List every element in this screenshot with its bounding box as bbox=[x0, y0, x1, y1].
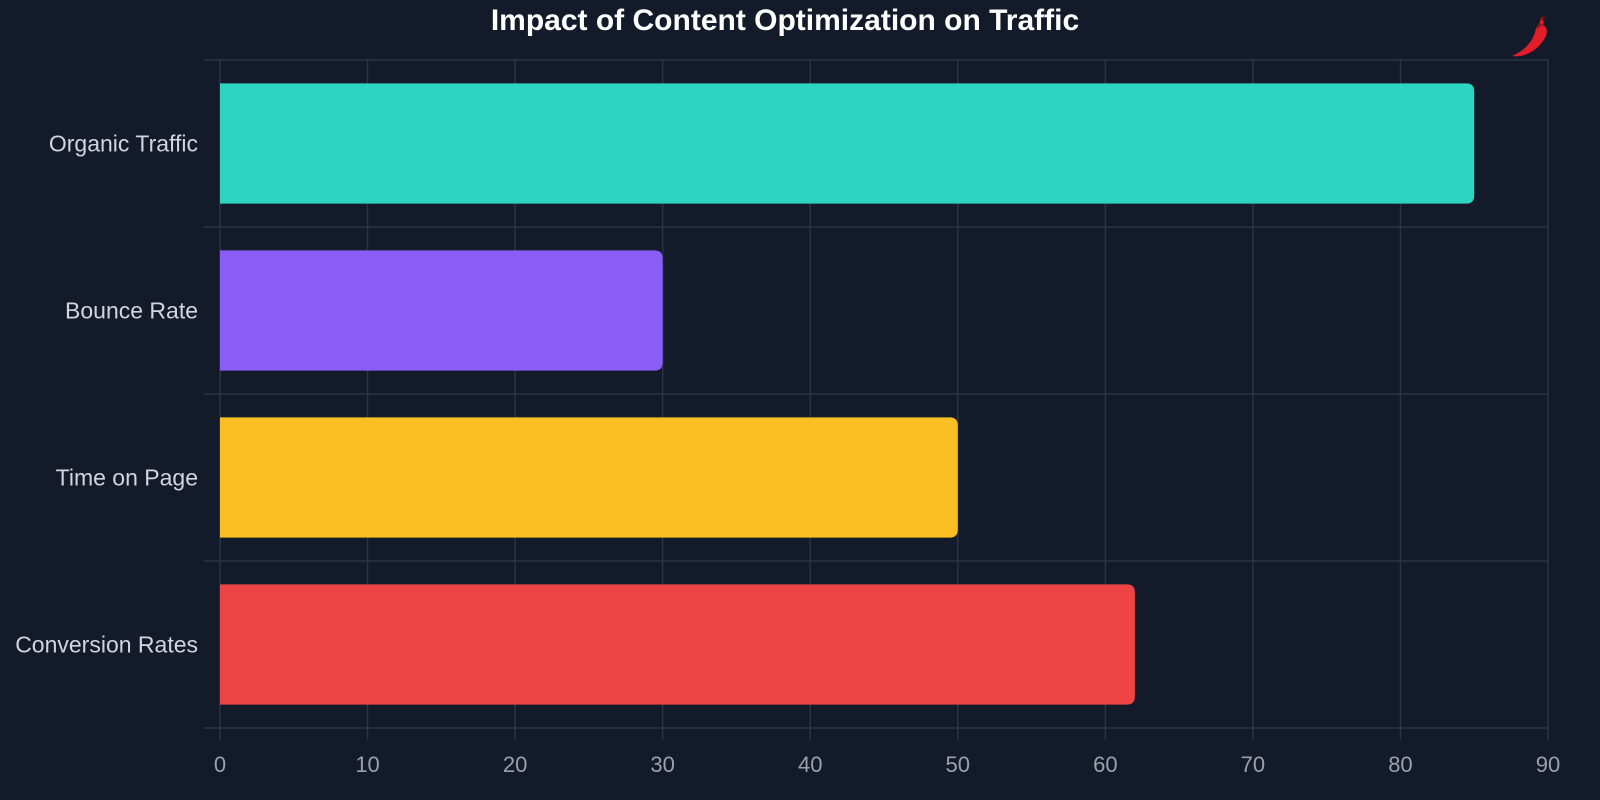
x-tick-label: 20 bbox=[503, 752, 527, 777]
x-tick-label: 30 bbox=[650, 752, 674, 777]
x-tick-label: 40 bbox=[798, 752, 822, 777]
chart-title: Impact of Content Optimization on Traffi… bbox=[491, 4, 1079, 37]
category-label: Organic Traffic bbox=[49, 131, 198, 157]
x-tick-label: 70 bbox=[1241, 752, 1265, 777]
x-tick-label: 60 bbox=[1093, 752, 1117, 777]
category-labels: Organic Traffic Bounce Rate Time on Page Co… bbox=[15, 131, 198, 658]
category-label: Bounce Rate bbox=[65, 298, 198, 324]
x-axis-ticks: 0 10 20 30 40 50 60 70 80 90 bbox=[214, 752, 1560, 777]
x-tick-label: 10 bbox=[355, 752, 379, 777]
x-tick-label: 90 bbox=[1536, 752, 1560, 777]
x-tick-label: 80 bbox=[1388, 752, 1412, 777]
bar-bounce-rate bbox=[220, 250, 663, 371]
bars bbox=[220, 83, 1475, 705]
x-tick-label: 0 bbox=[214, 752, 226, 777]
bar-conversion-rates bbox=[220, 584, 1135, 705]
category-label: Time on Page bbox=[56, 465, 198, 491]
x-tick-label: 50 bbox=[946, 752, 970, 777]
bar-time-on-page bbox=[220, 417, 958, 538]
bar-organic-traffic bbox=[220, 83, 1475, 204]
category-label: Conversion Rates bbox=[15, 632, 198, 658]
chili-pepper-icon bbox=[1512, 16, 1547, 57]
